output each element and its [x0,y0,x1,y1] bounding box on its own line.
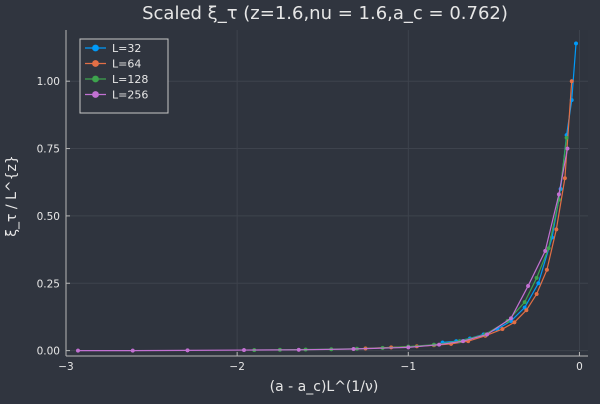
legend-label-2: L=128 [112,73,148,86]
series-3-point-7 [437,342,442,347]
series-3-point-6 [406,345,411,350]
series-2-point-15 [564,135,569,140]
x-tick-label-3: 0 [576,361,583,373]
series-3-point-2 [185,348,190,353]
series-3-point-1 [130,348,135,353]
series-1-point-11 [544,267,549,272]
series-3-point-8 [461,339,466,344]
series-1-point-13 [562,176,567,181]
legend-marker-0 [92,44,99,52]
series-3-point-14 [565,146,570,151]
y-axis-label: ξ_τ / L^{z} [4,155,20,237]
x-tick-label-0: −3 [58,361,73,373]
y-tick-label-2: 0.50 [37,211,60,223]
legend-label-0: L=32 [112,42,141,55]
series-1-point-14 [569,79,574,84]
series-2-point-11 [522,300,527,305]
series-layer [75,41,579,353]
x-tick-label-2: −1 [401,361,416,373]
x-axis-label: (a - a_c)L^(1/ν) [270,379,379,395]
series-3-point-4 [296,347,301,352]
series-3-point-9 [484,332,490,337]
series-3-point-12 [543,248,548,253]
legend-marker-2 [92,75,99,83]
series-3-point-13 [556,192,561,197]
series-3-point-3 [241,348,247,353]
legend: L=32 L=64 L=128 L=256 [79,38,169,114]
legend-marker-1 [92,60,99,67]
series-3-point-10 [508,316,514,321]
series-0-point-7 [536,281,541,286]
legend-marker-3 [92,91,99,98]
series-1-point-12 [554,227,559,232]
series-3-point-5 [351,346,356,352]
series-3 [75,146,570,353]
y-tick-label-3: 0.75 [37,144,60,156]
series-1-point-7 [500,327,505,332]
series-2-point-12 [534,275,539,280]
legend-label-3: L=256 [112,89,148,102]
series-3-point-11 [526,283,531,289]
y-tick-label-4: 1.00 [37,76,60,88]
y-tick-label-1: 0.25 [37,278,60,290]
series-1-point-8 [512,320,517,325]
x-tick-label-1: −2 [229,361,244,373]
series-1-point-9 [524,308,529,313]
series-0-point-12 [573,41,579,46]
y-tick-label-0: 0.00 [37,346,60,358]
legend-label-1: L=64 [112,58,141,71]
series-3-point-0 [75,348,81,353]
series-2-point-13 [546,246,551,251]
chart-title: Scaled ξ_τ (z=1.6,nu = 1.6,a_c = 0.762) [142,3,508,24]
axes-layer: −3 −2 −1 0 0.00 0.25 0.50 0.75 1.00 [37,30,588,373]
series-1-point-10 [534,291,539,297]
